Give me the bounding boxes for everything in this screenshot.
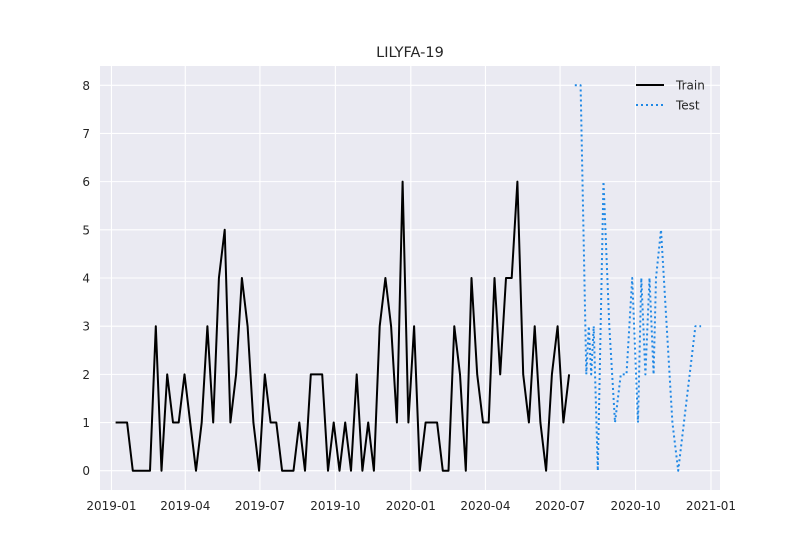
y-tick-label: 0 [82,464,90,478]
chart-title: LILYFA-19 [376,45,444,61]
x-tick-label: 2019-01 [86,499,136,513]
y-tick-label: 3 [82,320,90,334]
x-tick-label: 2020-01 [386,499,436,513]
series-line-test [574,84,702,472]
tick-labels: 2019-01 2019-04 2019-07 2019-10 2020-01 2020-… [82,79,736,513]
y-tick-label: 6 [82,175,90,189]
x-tick-label: 2020-10 [610,499,660,513]
y-tick-label: 1 [82,416,90,430]
y-tick-label: 8 [82,79,90,93]
gridlines [100,66,720,490]
x-tick-label: 2019-07 [235,499,285,513]
legend-label-test: Test [675,99,700,113]
y-tick-label: 7 [82,127,90,141]
series-line-train [115,180,571,472]
x-tick-label: 2021-01 [686,499,736,513]
x-tick-label: 2020-07 [535,499,585,513]
legend: Train Test [636,79,705,113]
x-tick-label: 2019-10 [310,499,360,513]
legend-label-train: Train [675,79,705,93]
series-layer [115,84,702,472]
x-tick-label: 2020-04 [460,499,510,513]
y-tick-label: 5 [82,223,90,237]
y-tick-label: 4 [82,272,90,286]
y-tick-label: 2 [82,368,90,382]
x-tick-label: 2019-04 [160,499,210,513]
